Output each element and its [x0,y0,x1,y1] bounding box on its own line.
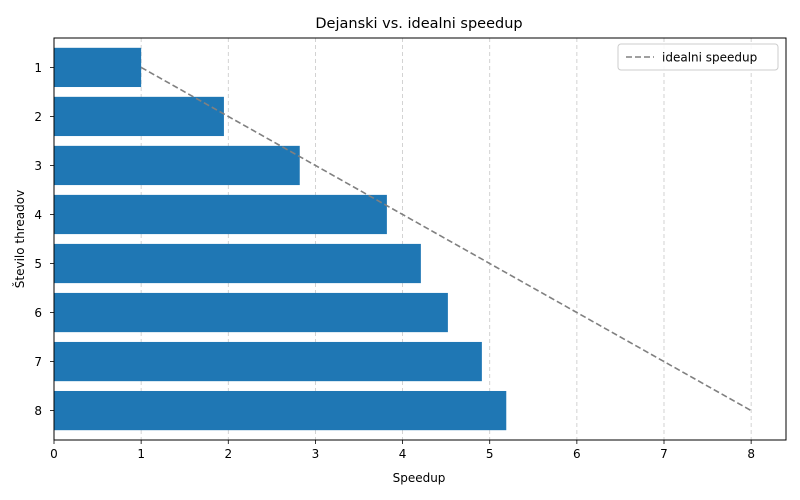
legend-label: idealni speedup [662,51,757,65]
bar-5-threads [54,243,421,284]
y-tick-label: 6 [34,306,42,320]
x-axis-label: Speedup [393,471,446,485]
y-tick-label: 7 [34,355,42,369]
x-tick-label: 4 [399,447,407,461]
y-axis-label: Število threadov [12,190,27,288]
x-tick-label: 0 [50,447,58,461]
legend-box [617,43,779,71]
bar-2-threads [54,96,224,137]
bar-8-threads [54,390,507,431]
x-tick-label: 5 [486,447,494,461]
x-tick-label: 7 [660,447,668,461]
x-tick-label: 8 [747,447,755,461]
plot-frame [53,37,787,441]
y-axis-ticks: 1 2 3 4 5 6 7 8 [34,61,54,418]
y-tick-label: 1 [34,61,42,75]
y-tick-label: 3 [34,159,42,173]
x-tick-label: 3 [312,447,320,461]
bar-1-threads [54,47,142,88]
legend: idealni speedup [617,43,779,71]
y-tick-label: 8 [34,404,42,418]
chart-title: Dejanski vs. idealni speedup [315,16,522,32]
x-axis-ticks: 0 1 2 3 4 5 6 7 8 [50,440,755,461]
bar-4-threads [54,194,387,235]
bars [54,47,507,431]
bar-3-threads [54,145,300,186]
y-tick-label: 5 [34,257,42,271]
bar-7-threads [54,341,482,382]
y-tick-label: 4 [34,208,42,222]
bar-6-threads [54,292,448,333]
y-tick-label: 2 [34,110,42,124]
x-tick-label: 2 [224,447,232,461]
x-tick-label: 1 [137,447,145,461]
x-tick-label: 6 [573,447,581,461]
